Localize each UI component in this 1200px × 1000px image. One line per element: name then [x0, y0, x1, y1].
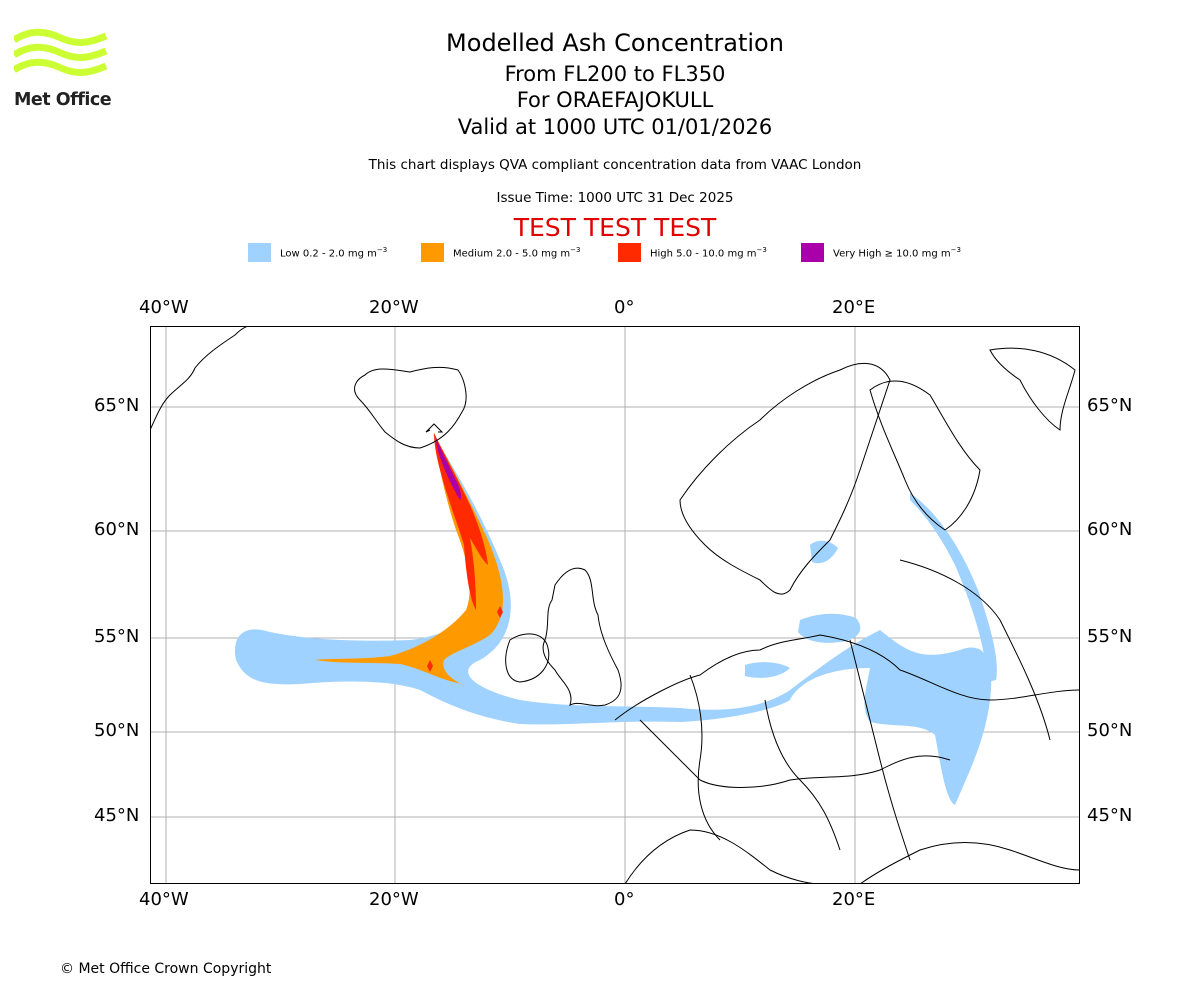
- legend-label-low: Low 0.2 - 2.0 mg m: [280, 248, 377, 260]
- legend-label-high: High 5.0 - 10.0 mg m: [650, 248, 757, 260]
- ireland-coast: [505, 633, 550, 683]
- lat-tick-right-65n: 65°N: [1087, 395, 1133, 416]
- ash-low-layer: [235, 433, 997, 805]
- ash-high-layer: [427, 433, 503, 672]
- chart-title: Modelled Ash Concentration: [446, 29, 784, 57]
- legend-swatch-medium: [421, 243, 444, 262]
- flight-levels: From FL200 to FL350: [504, 62, 726, 86]
- scandinavia-coast: [679, 362, 891, 595]
- lon-tick-bottom-20w: 20°W: [369, 889, 419, 910]
- volcano-name: For ORAEFAJOKULL: [516, 88, 714, 112]
- legend-item-very-high: Very High ≥ 10.0 mg m−3: [801, 243, 961, 262]
- lat-tick-right-55n: 55°N: [1087, 626, 1133, 647]
- lat-tick-left-60n: 60°N: [94, 519, 140, 540]
- map-frame: [150, 326, 1080, 884]
- border-west: [689, 674, 721, 841]
- test-banner: TEST TEST TEST: [513, 213, 717, 242]
- lat-tick-left-55n: 55°N: [94, 626, 140, 647]
- brand-name: Met Office: [14, 90, 112, 110]
- legend-swatch-high: [618, 243, 641, 262]
- volcano-marker-outline: [425, 423, 444, 433]
- lon-tick-bottom-40w: 40°W: [139, 889, 189, 910]
- north-european-coast: [614, 634, 1080, 721]
- iceland-coast: [354, 366, 467, 449]
- issue-time: Issue Time: 1000 UTC 31 Dec 2025: [496, 190, 734, 206]
- compliance-note: This chart displays QVA compliant concen…: [368, 157, 862, 173]
- lon-tick-top-20w: 20°W: [369, 297, 419, 318]
- legend-item-low: Low 0.2 - 2.0 mg m−3: [248, 243, 387, 262]
- legend-label-very-high: Very High ≥ 10.0 mg m: [833, 248, 951, 260]
- lon-tick-bottom-20e: 20°E: [832, 889, 876, 910]
- border-east: [764, 699, 841, 851]
- lon-tick-bottom-0: 0°: [614, 889, 635, 910]
- finland-coast: [869, 380, 981, 531]
- lat-tick-left-65n: 65°N: [94, 395, 140, 416]
- lat-tick-right-45n: 45°N: [1087, 805, 1133, 826]
- copyright: © Met Office Crown Copyright: [60, 961, 272, 977]
- legend-item-high: High 5.0 - 10.0 mg m−3: [618, 243, 767, 262]
- greenland-coast: [150, 326, 251, 431]
- legend-item-medium: Medium 2.0 - 5.0 mg m−3: [421, 243, 580, 262]
- logo-wave-1: [14, 28, 108, 46]
- border-far-east: [849, 639, 911, 861]
- lon-tick-top-0: 0°: [614, 297, 635, 318]
- legend-swatch-very-high: [801, 243, 824, 262]
- lat-tick-left-50n: 50°N: [94, 720, 140, 741]
- graticule: [150, 326, 1080, 884]
- great-britain-coast: [542, 567, 622, 707]
- lat-tick-right-50n: 50°N: [1087, 720, 1133, 741]
- logo-wave-3: [14, 58, 108, 76]
- kola-coast: [989, 347, 1076, 431]
- valid-time: Valid at 1000 UTC 01/01/2026: [457, 115, 773, 139]
- lon-tick-top-20e: 20°E: [832, 297, 876, 318]
- legend-swatch-low: [248, 243, 271, 262]
- legend-label-medium: Medium 2.0 - 5.0 mg m: [453, 248, 571, 260]
- black-sea-coast: [859, 842, 1080, 884]
- lon-tick-top-40w: 40°W: [139, 297, 189, 318]
- coastlines: [150, 326, 1080, 884]
- lat-tick-right-60n: 60°N: [1087, 519, 1133, 540]
- met-office-logo: [14, 28, 108, 76]
- logo-wave-2: [14, 43, 108, 61]
- border-central: [639, 719, 951, 788]
- border-russia: [899, 559, 1051, 741]
- lat-tick-left-45n: 45°N: [94, 805, 140, 826]
- ash-very-high-layer: [436, 438, 462, 500]
- mediterranean-coast: [624, 829, 821, 884]
